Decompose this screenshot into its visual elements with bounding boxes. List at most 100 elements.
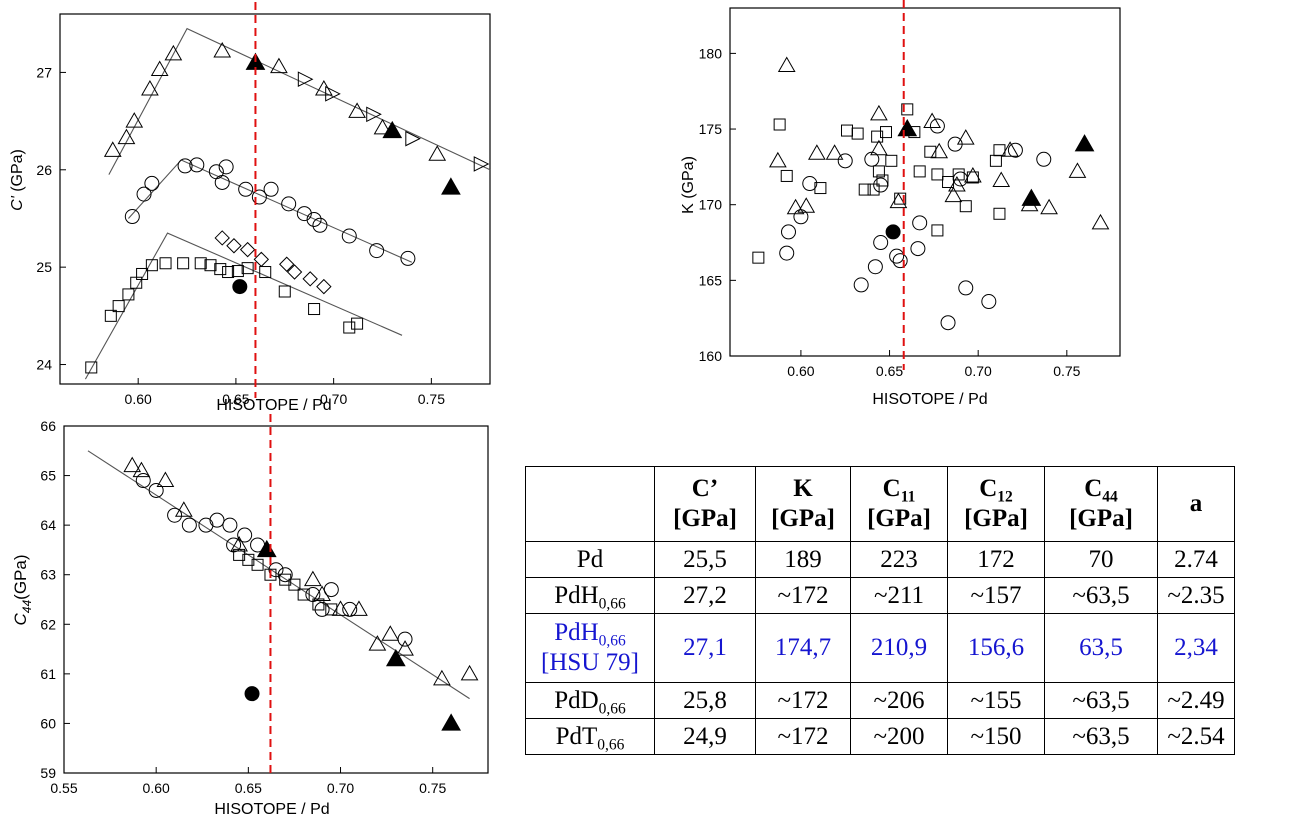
row-label-reference: [HSU 79] (541, 649, 639, 676)
c44-point-triangle-open (174, 501, 193, 517)
c44-point-square-open (288, 578, 301, 591)
cprime-point-circle-open (136, 186, 152, 202)
table-row: PdH0,66 [HSU 79] 27,1 174,7 210,9 156,6 63,5 2,… (525, 613, 1235, 683)
bulk-point-triangle-open (930, 142, 949, 159)
cprime-point-circle-open (400, 250, 416, 266)
cprime-point-triangle-open (103, 141, 122, 157)
c44-fit-line (87, 450, 470, 700)
row-label: PdT0,66 (525, 718, 655, 755)
bulk-point-square-open (858, 183, 871, 196)
table-cell: ~2.54 (1157, 718, 1235, 755)
cprime-point-square-open (351, 317, 364, 330)
header-symbol: C (979, 475, 998, 502)
bulk-point-square-open (942, 176, 955, 188)
cprime-point-circle-open (251, 189, 267, 205)
bulk-point-circle-open (873, 177, 889, 193)
table-cell: ~155 (947, 682, 1045, 719)
cprime-point-square-open (177, 257, 190, 270)
table-cell: ~63,5 (1044, 577, 1158, 614)
bulk-point-circle-open (837, 153, 853, 169)
bulk-point-square-open (989, 154, 1002, 167)
bulk-point-square-open (959, 200, 972, 213)
c44-point-triangle-open (460, 664, 479, 681)
bulk-ytick-label: 160 (699, 348, 723, 364)
table-cell: ~2.35 (1157, 577, 1235, 614)
cprime-point-triangle-open (117, 128, 136, 145)
c44-plot-frame (63, 425, 489, 774)
cprime-point-circle-filled (232, 279, 248, 295)
row-label-subscript: 0,66 (598, 632, 626, 650)
table-cell: ~150 (947, 718, 1045, 755)
cprime-point-square-open (222, 266, 235, 279)
bulk-point-square-open (908, 126, 921, 139)
cprime-markers (85, 41, 490, 374)
bulk-point-square-open (931, 168, 944, 181)
bulk-point-circle-open (912, 215, 928, 231)
bulk-point-square-open (952, 168, 965, 181)
cprime-point-triangle-right-open (297, 71, 314, 88)
c44-point-square-open (233, 548, 246, 561)
bulk-point-square-open (814, 182, 827, 195)
cprime-point-square-open (259, 266, 272, 279)
table-header-cell: C44 [GPa] (1044, 466, 1158, 542)
c44-ytick-label: 66 (40, 418, 56, 434)
c44-ytick-label: 61 (40, 666, 56, 682)
bulk-point-square-open (851, 127, 864, 140)
c44-chart: C44(GPa) HISOTOPE / Pd 0.55 0.60 0.65 0.70 0… (11, 414, 489, 818)
header-subscript: 12 (997, 488, 1013, 506)
c44-xtick-label: 0.65 (235, 780, 262, 796)
bulk-point-circle-open (892, 253, 908, 269)
cprime-point-circle-open (124, 209, 140, 225)
bulk-point-square-open (993, 144, 1006, 157)
cprime-point-square-open (214, 263, 227, 276)
cprime-point-square-open (122, 288, 135, 301)
row-label-subscript: 0,66 (598, 594, 626, 612)
c44-ytick-label: 60 (40, 715, 56, 731)
c44-ytick-label: 59 (40, 765, 56, 781)
c44-point-triangle-open (350, 600, 368, 616)
row-label-subscript: 0,66 (597, 735, 625, 753)
table-cell: 172 (947, 541, 1045, 578)
bulk-point-triangle-open (948, 176, 966, 192)
table-cell: ~63,5 (1044, 682, 1158, 719)
cprime-point-triangle-open (125, 112, 144, 128)
header-unit: [GPa] (964, 505, 1028, 532)
cprime-point-square-open (85, 361, 98, 374)
bulk-point-circle-open (889, 248, 905, 264)
row-label: PdH0,66 (525, 577, 655, 614)
row-label-material: PdD (554, 686, 599, 714)
cprime-point-diamond-open (214, 230, 230, 246)
bulk-ylabel: K (GPa) (680, 156, 697, 214)
table-cell: ~172 (755, 682, 851, 719)
c44-point-circle-open (237, 527, 253, 543)
cprime-point-diamond-open (226, 238, 242, 254)
elastic-constants-table: C’ [GPa] K [GPa] C11 [GPa] C12 [GPa] C44 [GPa] a P… (525, 466, 1235, 755)
bulk-point-circle-open (779, 245, 795, 261)
c44-point-triangle-filled (256, 539, 277, 558)
cprime-point-square-open (104, 309, 117, 322)
bulk-point-square-open (885, 154, 898, 167)
bulk-point-triangle-filled (1021, 188, 1042, 206)
table-cell: ~206 (850, 682, 948, 719)
cprime-point-circle-open (312, 217, 328, 233)
cprime-point-circle-open (238, 181, 254, 197)
header-unit: [GPa] (673, 505, 737, 532)
cprime-xlabel: HISOTOPE / Pd (216, 397, 331, 414)
cprime-ytick-label: 24 (36, 357, 52, 373)
cprime-xtick-label: 0.65 (222, 391, 249, 407)
c44-point-triangle-open (433, 669, 451, 686)
cprime-point-square-open (231, 265, 244, 278)
cprime-point-circle-open (189, 157, 205, 173)
table-header-cell (525, 466, 655, 542)
table-header-row: C’ [GPa] K [GPa] C11 [GPa] C12 [GPa] C44 [GPa] a (525, 466, 1235, 542)
bulk-point-square-open (993, 207, 1006, 220)
cprime-point-square-open (159, 257, 172, 270)
bulk-point-circle-open (864, 151, 880, 167)
c44-xtick-label: 0.70 (327, 780, 354, 796)
c44-ytick-label: 62 (40, 616, 56, 632)
cprime-point-square-open (145, 259, 158, 272)
row-label-material: PdT (555, 722, 598, 750)
bulk-xtick-label: 0.70 (965, 363, 992, 379)
cprime-point-square-open (112, 300, 125, 313)
bulk-modulus-chart: K (GPa) HISOTOPE / Pd 0.60 0.65 0.70 0.75 16… (680, 0, 1121, 408)
